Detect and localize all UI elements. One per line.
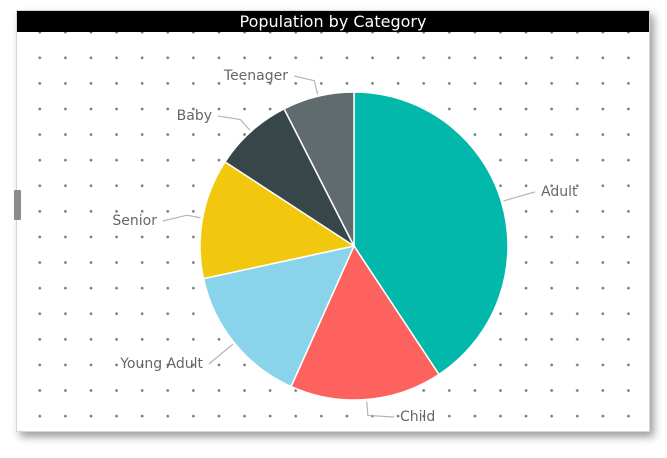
leader-line (162, 214, 201, 222)
pie-slice-senior[interactable] (199, 160, 356, 280)
slice-label-adult: Adult (541, 184, 578, 200)
slice-label-child: Child (400, 409, 435, 425)
pie-slice-child[interactable] (290, 244, 440, 401)
slice-label-teenager: Teenager (223, 68, 288, 84)
pie-slice-young-adult[interactable] (202, 244, 356, 388)
slice-label-baby: Baby (177, 108, 212, 124)
resize-handle[interactable] (14, 190, 21, 220)
leader-line (217, 115, 251, 131)
leader-line (366, 401, 395, 418)
leader-line (293, 75, 319, 95)
leader-line (208, 343, 234, 365)
slice-label-young-adult: Young Adult (119, 356, 203, 372)
chart-title: Population by Category (17, 11, 649, 32)
pie-slice-teenager[interactable] (283, 91, 355, 247)
slice-label-senior: Senior (112, 213, 157, 229)
leader-line (503, 191, 536, 202)
